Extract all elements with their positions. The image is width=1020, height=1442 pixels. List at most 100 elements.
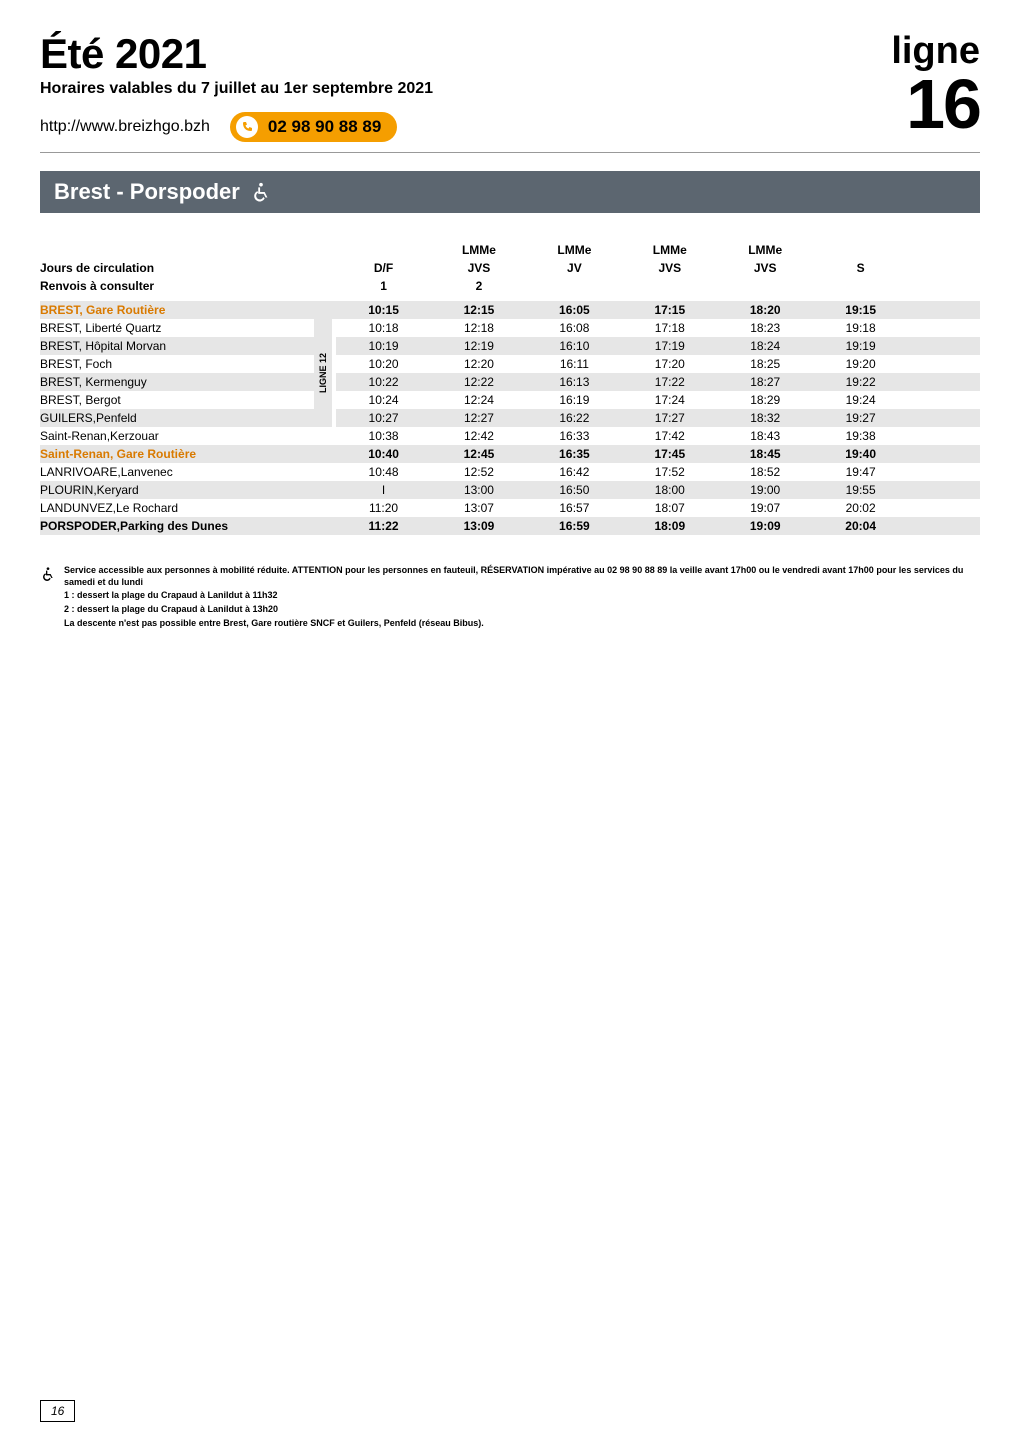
time-cell: 19:55 xyxy=(813,481,908,499)
stop-name: BREST, Liberté Quartz xyxy=(40,319,314,337)
ligne-number: 16 xyxy=(891,73,980,136)
col-head-2a: LMMe xyxy=(431,241,526,259)
time-cell: 18:00 xyxy=(622,481,717,499)
route-title-bar: Brest - Porspoder xyxy=(40,171,980,213)
stop-name: BREST, Kermenguy xyxy=(40,373,314,391)
time-cell: 17:22 xyxy=(622,373,717,391)
season-title: Été 2021 xyxy=(40,30,433,78)
col-head-5a: LMMe xyxy=(718,241,813,259)
time-cell: 18:27 xyxy=(718,373,813,391)
time-cell: 16:08 xyxy=(527,319,622,337)
time-cell: 10:27 xyxy=(336,409,431,427)
col-head-5b: JVS xyxy=(718,259,813,277)
time-cell: 19:27 xyxy=(813,409,908,427)
time-cell: 19:47 xyxy=(813,463,908,481)
table-row: BREST, Hôpital Morvan10:1912:1916:1017:1… xyxy=(40,337,980,355)
time-cell: 10:19 xyxy=(336,337,431,355)
time-cell: 12:22 xyxy=(431,373,526,391)
col-head-1b: D/F xyxy=(336,259,431,277)
time-cell: 19:18 xyxy=(813,319,908,337)
renvois-label: Renvois à consulter xyxy=(40,277,314,295)
time-cell: 18:25 xyxy=(718,355,813,373)
table-row: LANRIVOARE,Lanvenec10:4812:5216:4217:521… xyxy=(40,463,980,481)
header-divider xyxy=(40,152,980,153)
time-cell: 10:24 xyxy=(336,391,431,409)
renvoi-4 xyxy=(622,277,717,295)
table-row: BREST, Gare Routière 10:1512:1516:0517:15… xyxy=(40,301,980,319)
ligne12-badge: LIGNE 12 xyxy=(314,319,335,427)
col-head-6b: S xyxy=(813,259,908,277)
time-cell: 19:22 xyxy=(813,373,908,391)
time-cell: 18:43 xyxy=(718,427,813,445)
table-row: BREST, Bergot10:2412:2416:1917:2418:2919… xyxy=(40,391,980,409)
table-row: GUILERS,Penfeld10:2712:2716:2217:2718:32… xyxy=(40,409,980,427)
footnote-accessible: Service accessible aux personnes à mobil… xyxy=(64,565,980,588)
time-cell: 13:07 xyxy=(431,499,526,517)
time-cell: 10:48 xyxy=(336,463,431,481)
time-cell: 16:59 xyxy=(527,517,622,535)
time-cell: 17:27 xyxy=(622,409,717,427)
time-cell: 13:09 xyxy=(431,517,526,535)
time-cell: 16:19 xyxy=(527,391,622,409)
time-cell: 16:05 xyxy=(527,301,622,319)
stop-name: BREST, Hôpital Morvan xyxy=(40,337,314,355)
time-cell: 12:15 xyxy=(431,301,526,319)
table-row: Saint-Renan, Gare Routière10:4012:4516:3… xyxy=(40,445,980,463)
time-cell: 13:00 xyxy=(431,481,526,499)
time-cell: 16:10 xyxy=(527,337,622,355)
time-cell: 16:13 xyxy=(527,373,622,391)
stop-name: BREST, Bergot xyxy=(40,391,314,409)
time-cell: 10:22 xyxy=(336,373,431,391)
time-cell: 19:24 xyxy=(813,391,908,409)
table-row: BREST, Foch10:2012:2016:1117:2018:2519:2… xyxy=(40,355,980,373)
time-cell: 18:52 xyxy=(718,463,813,481)
time-cell: 20:04 xyxy=(813,517,908,535)
time-cell: 16:50 xyxy=(527,481,622,499)
col-head-3b: JV xyxy=(527,259,622,277)
time-cell: 12:27 xyxy=(431,409,526,427)
time-cell: 16:42 xyxy=(527,463,622,481)
time-cell: 17:15 xyxy=(622,301,717,319)
time-cell: 10:38 xyxy=(336,427,431,445)
col-head-3a: LMMe xyxy=(527,241,622,259)
stop-name: PORSPODER,Parking des Dunes xyxy=(40,517,314,535)
table-row: PLOURIN,KeryardI13:0016:5018:0019:0019:5… xyxy=(40,481,980,499)
col-head-4b: JVS xyxy=(622,259,717,277)
time-cell: 12:19 xyxy=(431,337,526,355)
website-url: http://www.breizhgo.bzh xyxy=(40,118,210,136)
time-cell: 19:07 xyxy=(718,499,813,517)
wheelchair-icon-small xyxy=(40,566,56,582)
stop-name: LANRIVOARE,Lanvenec xyxy=(40,463,314,481)
time-cell: 16:35 xyxy=(527,445,622,463)
renvoi-6 xyxy=(813,277,908,295)
stop-name: PLOURIN,Keryard xyxy=(40,481,314,499)
time-cell: 20:02 xyxy=(813,499,908,517)
time-cell: 16:57 xyxy=(527,499,622,517)
time-cell: 10:15 xyxy=(336,301,431,319)
renvoi-3 xyxy=(527,277,622,295)
stop-name: LANDUNVEZ,Le Rochard xyxy=(40,499,314,517)
footnotes: Service accessible aux personnes à mobil… xyxy=(40,565,980,631)
phone-number: 02 98 90 88 89 xyxy=(268,117,381,137)
time-cell: 17:42 xyxy=(622,427,717,445)
renvoi-5 xyxy=(718,277,813,295)
time-cell: 10:18 xyxy=(336,319,431,337)
time-cell: 18:32 xyxy=(718,409,813,427)
stop-name: BREST, Gare Routière xyxy=(40,301,314,319)
time-cell: 11:22 xyxy=(336,517,431,535)
time-cell: 19:40 xyxy=(813,445,908,463)
time-cell: 10:40 xyxy=(336,445,431,463)
col-head-4a: LMMe xyxy=(622,241,717,259)
time-cell: 12:24 xyxy=(431,391,526,409)
footnote-2: 2 : dessert la plage du Crapaud à Lanild… xyxy=(64,604,980,616)
wheelchair-icon xyxy=(250,181,272,203)
time-cell: 17:45 xyxy=(622,445,717,463)
phone-pill: 02 98 90 88 89 xyxy=(230,112,397,142)
table-row: PORSPODER,Parking des Dunes 11:2213:0916:… xyxy=(40,517,980,535)
time-cell: 16:11 xyxy=(527,355,622,373)
table-row: Saint-Renan,Kerzouar10:3812:4216:3317:42… xyxy=(40,427,980,445)
stop-name: Saint-Renan, Gare Routière xyxy=(40,445,314,463)
stop-name: GUILERS,Penfeld xyxy=(40,409,314,427)
time-cell: 12:42 xyxy=(431,427,526,445)
time-cell: 17:18 xyxy=(622,319,717,337)
